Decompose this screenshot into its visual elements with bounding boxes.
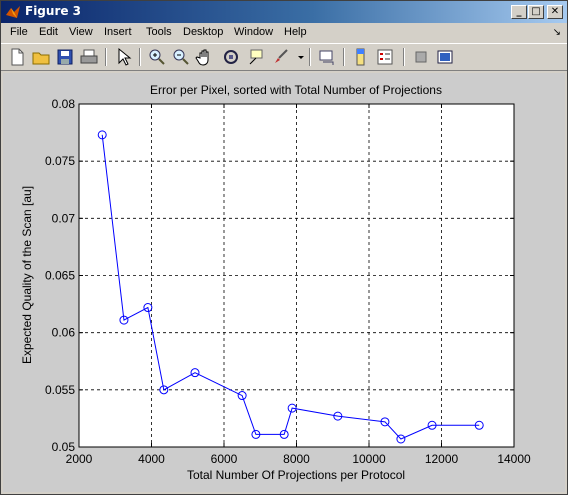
title-bar[interactable]: Figure 3 _ □ ✕ xyxy=(1,1,567,23)
menu-desktop[interactable]: Desktop xyxy=(183,26,224,38)
y-axis-label: Expected Quality of the Scan [au] xyxy=(20,186,34,364)
rotate-3d-icon[interactable] xyxy=(221,47,241,67)
data-point[interactable] xyxy=(143,303,153,313)
figure-toolbar xyxy=(1,43,567,71)
zoom-out-icon[interactable] xyxy=(171,47,191,67)
data-point[interactable] xyxy=(333,411,343,421)
series-markers xyxy=(97,130,484,444)
data-point[interactable] xyxy=(97,130,107,140)
window-title: Figure 3 xyxy=(25,4,82,18)
x-axis-label: Total Number Of Projections per Protocol xyxy=(187,468,405,482)
x-tick-label: 12000 xyxy=(425,452,459,466)
hide-plot-tools-icon[interactable] xyxy=(411,47,431,67)
x-tick-label: 10000 xyxy=(352,452,386,466)
brush-icon[interactable] xyxy=(271,47,291,67)
menu-file[interactable]: File xyxy=(10,26,28,38)
matlab-logo-icon xyxy=(6,6,20,18)
maximize-button[interactable]: □ xyxy=(528,5,544,19)
x-tick-label: 2000 xyxy=(66,452,93,466)
data-cursor-icon[interactable] xyxy=(247,47,267,67)
data-point[interactable] xyxy=(427,420,437,430)
show-plot-tools-icon[interactable] xyxy=(435,47,455,67)
save-figure-icon[interactable] xyxy=(55,47,75,67)
figure-canvas: 2000 4000 6000 8000 10000 12000 14000 0.05 0.05… xyxy=(3,73,565,492)
y-tick-labels: 0.05 0.055 0.06 0.065 0.07 0.075 0.08 xyxy=(45,97,75,454)
data-point[interactable] xyxy=(237,391,247,401)
zoom-in-icon[interactable] xyxy=(147,47,167,67)
data-point[interactable] xyxy=(279,429,289,439)
menu-window[interactable]: Window xyxy=(234,26,274,38)
y-tick-label: 0.065 xyxy=(45,269,75,283)
data-point[interactable] xyxy=(159,385,169,395)
toolbar-separator xyxy=(309,48,311,66)
y-tick-label: 0.05 xyxy=(52,440,76,454)
grid-lines xyxy=(79,104,514,447)
dock-arrow-icon[interactable]: ↘ xyxy=(552,27,561,38)
menu-help[interactable]: Help xyxy=(284,26,307,38)
x-tick-label: 14000 xyxy=(497,452,531,466)
open-file-icon[interactable] xyxy=(31,47,51,67)
chart-title: Error per Pixel, sorted with Total Numbe… xyxy=(150,83,442,97)
data-point[interactable] xyxy=(380,417,390,427)
insert-colorbar-icon[interactable] xyxy=(351,47,371,67)
print-figure-icon[interactable] xyxy=(79,47,99,67)
x-tick-label: 8000 xyxy=(283,452,310,466)
edit-plot-arrow-icon[interactable] xyxy=(113,47,133,67)
menu-tools[interactable]: Tools xyxy=(146,26,172,38)
link-plot-icon[interactable] xyxy=(317,47,337,67)
x-tick-labels: 2000 4000 6000 8000 10000 12000 14000 xyxy=(66,452,531,466)
minimize-button[interactable]: _ xyxy=(511,5,527,19)
pan-hand-icon[interactable] xyxy=(195,47,215,67)
menu-bar: File Edit View Insert Tools Desktop Wind… xyxy=(1,23,567,43)
menu-edit[interactable]: Edit xyxy=(39,26,58,38)
menu-view[interactable]: View xyxy=(69,26,93,38)
menu-insert[interactable]: Insert xyxy=(104,26,132,38)
x-tick-label: 6000 xyxy=(211,452,238,466)
data-point[interactable] xyxy=(190,368,200,378)
y-tick-label: 0.08 xyxy=(52,97,76,111)
y-tick-label: 0.06 xyxy=(52,326,76,340)
line-chart[interactable]: 2000 4000 6000 8000 10000 12000 14000 0.050.05… xyxy=(3,73,565,492)
toolbar-separator xyxy=(403,48,405,66)
insert-legend-icon[interactable] xyxy=(375,47,395,67)
brush-dropdown-icon[interactable] xyxy=(291,47,304,67)
axis-ticks xyxy=(78,103,515,448)
new-figure-icon[interactable] xyxy=(7,47,27,67)
toolbar-separator xyxy=(139,48,141,66)
close-button[interactable]: ✕ xyxy=(547,5,563,19)
data-point[interactable] xyxy=(119,315,129,325)
toolbar-separator xyxy=(105,48,107,66)
y-tick-label: 0.055 xyxy=(45,383,75,397)
y-tick-label: 0.075 xyxy=(45,154,75,168)
data-point[interactable] xyxy=(287,403,297,413)
toolbar-separator xyxy=(343,48,345,66)
x-tick-label: 4000 xyxy=(138,452,165,466)
data-point[interactable] xyxy=(474,420,484,430)
data-point[interactable] xyxy=(396,434,406,444)
data-point[interactable] xyxy=(251,429,261,439)
y-tick-label: 0.07 xyxy=(52,211,76,225)
